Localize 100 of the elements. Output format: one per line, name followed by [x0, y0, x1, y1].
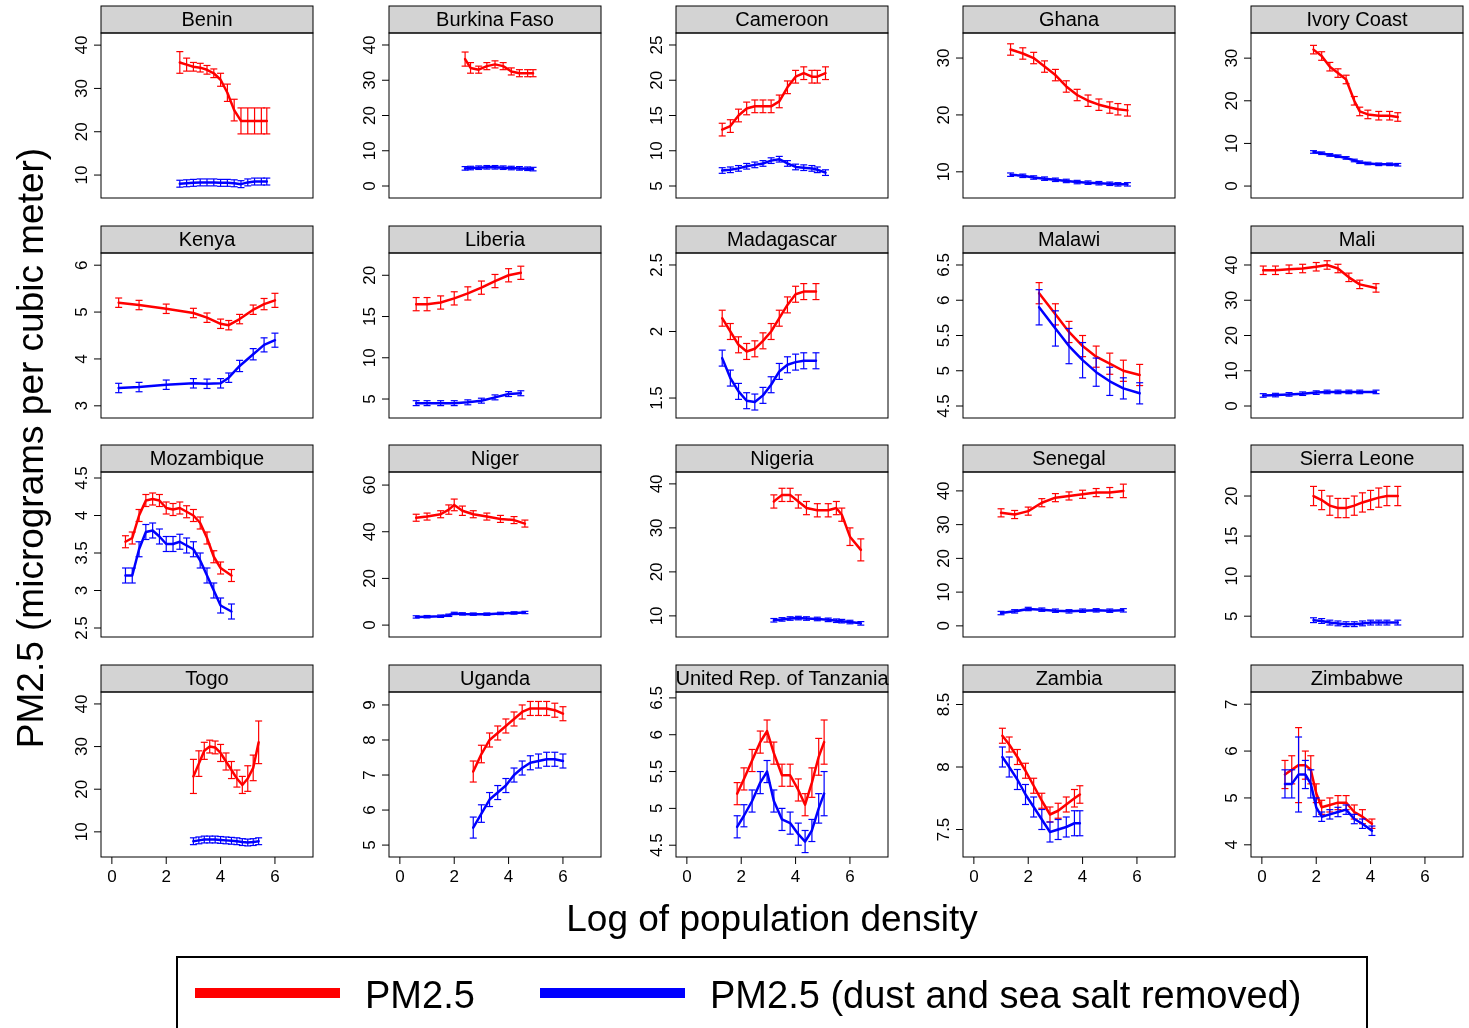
x-tick-label: 4 [215, 867, 226, 886]
chart-title: Mozambique [149, 447, 265, 469]
y-tick-label: 5.5 [647, 759, 666, 784]
x-tick-label: 0 [969, 867, 979, 886]
y-tick-label: 3 [72, 585, 91, 596]
y-tick-label: 5 [647, 803, 666, 814]
y-tick-label: 4.5 [647, 833, 666, 858]
y-tick-label: 10 [934, 582, 953, 602]
y-tick-label: 5 [934, 366, 953, 376]
chart-title: Madagascar [726, 228, 838, 250]
y-tick-label: 6.5 [647, 686, 666, 710]
y-tick-label: 8 [360, 735, 379, 745]
chart-title: Uganda [459, 667, 531, 689]
chart-title: Ghana [1038, 8, 1100, 30]
y-tick-label: 40 [1222, 255, 1241, 275]
y-tick-label: 1.5 [647, 386, 666, 410]
chart-title: Mali [1338, 228, 1376, 250]
y-tick-label: 8.5 [934, 692, 953, 717]
y-tick-label: 30 [934, 48, 953, 68]
x-tick-label: 0 [682, 867, 692, 886]
y-tick-label: 40 [647, 474, 666, 494]
chart-title: Cameroon [735, 8, 829, 30]
y-tick-label: 5 [1222, 611, 1241, 621]
y-tick-label: 40 [934, 481, 953, 501]
y-tick-label: 10 [72, 165, 91, 185]
y-tick-label: 20 [72, 779, 91, 799]
y-tick-label: 20 [1222, 91, 1241, 111]
y-tick-label: 4 [72, 354, 91, 364]
x-tick-label: 6 [1132, 867, 1142, 886]
y-tick-label: 6 [360, 805, 379, 815]
y-tick-label: 20 [647, 562, 666, 582]
x-tick-label: 6 [845, 867, 855, 886]
y-tick-label: 30 [360, 70, 379, 90]
chart-title: Nigeria [750, 447, 815, 469]
y-tick-label: 10 [1222, 133, 1241, 153]
y-tick-label: 30 [647, 518, 666, 538]
x-tick-label: 2 [161, 867, 171, 886]
x-axis-title: Log of population density [566, 898, 979, 939]
y-tick-label: 0 [934, 621, 953, 631]
chart-title: Zambia [1035, 667, 1104, 689]
y-tick-label: 15 [647, 106, 666, 125]
y-tick-label: 5 [647, 181, 666, 191]
x-tick-label: 4 [1365, 867, 1376, 886]
y-tick-label: 20 [72, 122, 91, 142]
x-tick-label: 2 [1023, 867, 1033, 886]
chart-title: Togo [185, 667, 229, 689]
y-tick-label: 40 [360, 35, 379, 55]
y-tick-label: 20 [360, 568, 379, 588]
chart-title: Benin [181, 8, 233, 30]
y-tick-label: 2.5 [647, 253, 666, 277]
x-tick-label: 2 [736, 867, 746, 886]
y-tick-label: 7 [360, 770, 379, 780]
y-axis-title: PM2.5 (micrograms per cubic meter) [10, 147, 51, 749]
x-tick-label: 0 [107, 867, 117, 886]
x-tick-label: 2 [1311, 867, 1321, 886]
chart-title: Zimbabwe [1310, 667, 1404, 689]
y-tick-label: 0 [1222, 401, 1241, 411]
y-tick-label: 0 [1222, 181, 1241, 191]
chart-title: Liberia [464, 228, 526, 250]
x-tick-label: 2 [449, 867, 459, 886]
y-tick-label: 6 [647, 729, 666, 740]
y-tick-label: 10 [1222, 361, 1241, 381]
y-tick-label: 3.5 [72, 541, 91, 565]
x-tick-label: 6 [1420, 867, 1430, 886]
y-tick-label: 10 [934, 162, 953, 182]
y-tick-label: 6 [72, 260, 91, 270]
y-tick-label: 6 [934, 295, 953, 305]
y-tick-label: 7.5 [934, 817, 953, 842]
chart-title: Niger [471, 447, 520, 469]
y-tick-label: 30 [1222, 290, 1241, 310]
y-tick-label: 5 [360, 840, 379, 850]
y-tick-label: 10 [1222, 566, 1241, 586]
y-tick-label: 20 [934, 548, 953, 568]
y-tick-label: 4.5 [72, 466, 91, 490]
x-tick-label: 4 [790, 867, 801, 886]
y-tick-label: 4 [72, 510, 91, 521]
y-tick-label: 30 [72, 78, 91, 98]
y-tick-label: 30 [934, 515, 953, 535]
y-tick-label: 30 [1222, 48, 1241, 68]
y-tick-label: 8 [934, 762, 953, 772]
y-tick-label: 20 [1222, 326, 1241, 345]
y-tick-label: 10 [360, 141, 379, 161]
x-tick-label: 0 [1257, 867, 1267, 886]
y-tick-label: 6 [1222, 746, 1241, 756]
y-tick-label: 7 [1222, 699, 1241, 709]
y-tick-label: 4 [1222, 840, 1241, 850]
chart-title: Kenya [178, 228, 237, 250]
x-tick-label: 6 [558, 867, 568, 886]
chart-title: Senegal [1032, 447, 1106, 469]
y-tick-label: 5 [1222, 793, 1241, 803]
y-tick-label: 4.5 [934, 394, 953, 418]
y-tick-label: 2.5 [72, 616, 91, 640]
y-tick-label: 20 [1222, 486, 1241, 506]
chart-title: Burkina Faso [436, 8, 554, 30]
y-tick-label: 25 [647, 35, 666, 55]
y-tick-label: 15 [360, 307, 379, 326]
y-tick-label: 3 [72, 401, 91, 411]
y-tick-label: 6.5 [934, 253, 953, 277]
y-tick-label: 20 [360, 106, 379, 125]
chart-title: United Rep. of Tanzania [675, 667, 890, 689]
